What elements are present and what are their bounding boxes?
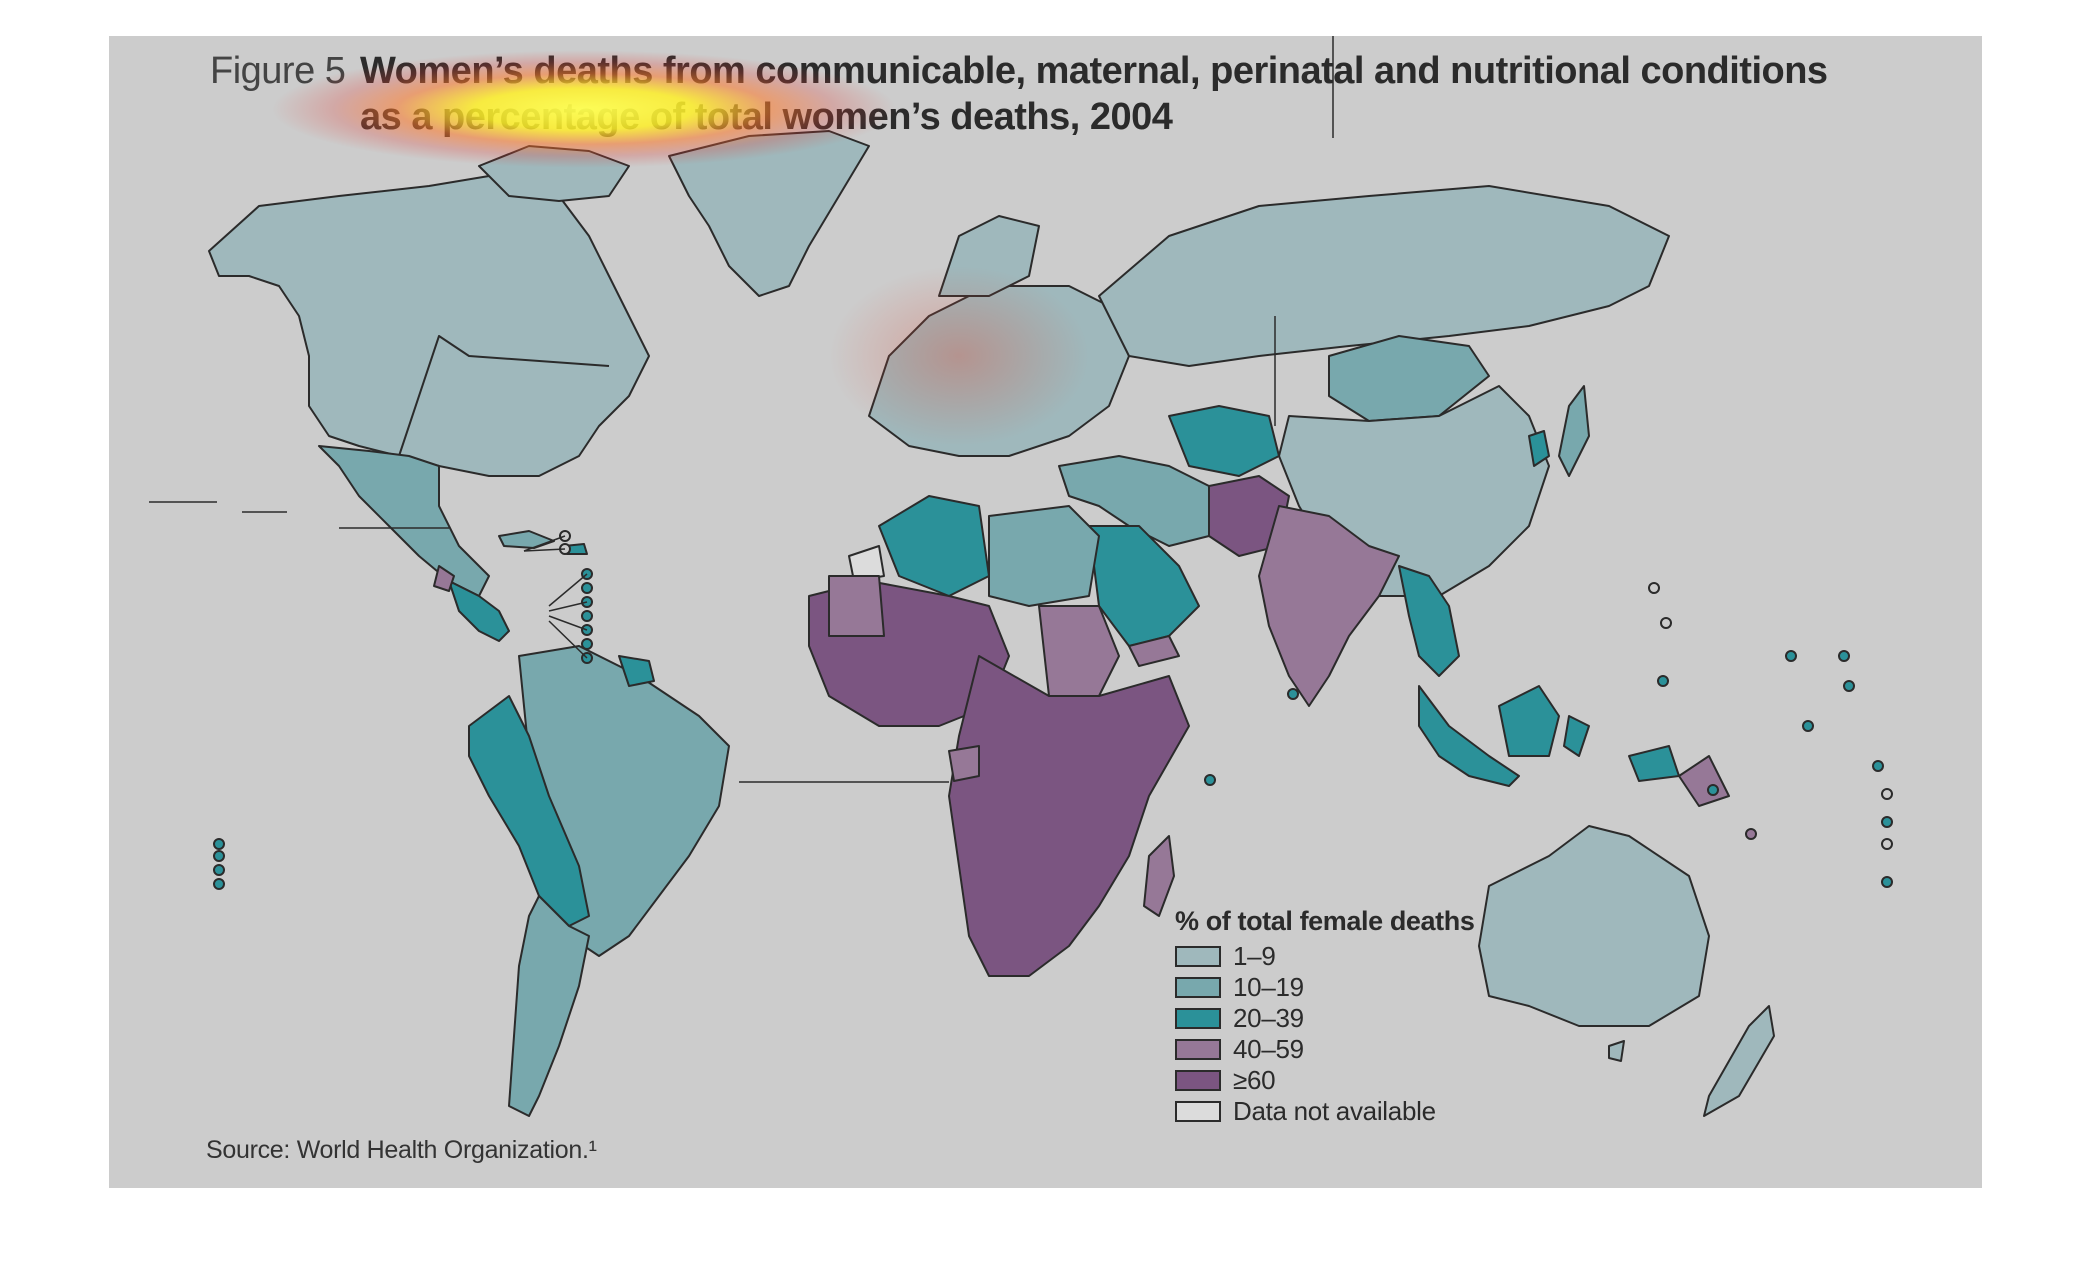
region-southeast-asia — [1398, 565, 1460, 677]
region-southern-cone — [508, 895, 590, 1117]
region-tasmania — [1608, 1040, 1625, 1062]
region-pacific-island — [1707, 784, 1719, 796]
region-indonesia — [1418, 685, 1520, 787]
figure-title-line-1: Women’s deaths from communicable, matern… — [360, 50, 1828, 92]
region-pacific-island — [1660, 617, 1672, 629]
region-pacific-island — [1881, 876, 1893, 888]
map-legend: % of total female deaths 1–9 10–19 20–39… — [1175, 906, 1475, 1127]
region-mauritania — [828, 575, 885, 637]
region-pacific-island — [1657, 675, 1669, 687]
region-sulawesi — [1563, 715, 1590, 757]
region-algeria — [878, 495, 990, 597]
region-libya-egypt — [988, 505, 1100, 607]
legend-label: ≥60 — [1233, 1065, 1276, 1095]
legend-item: 20–39 — [1175, 1003, 1474, 1034]
region-india — [1258, 505, 1400, 707]
legend-swatch — [1175, 1070, 1221, 1091]
region-yemen — [1128, 635, 1180, 667]
region-greenland — [668, 130, 870, 297]
source-note: Source: World Health Organization.¹ — [206, 1136, 597, 1164]
region-indian-ocean-island — [1287, 688, 1299, 700]
legend-item: 10–19 — [1175, 972, 1474, 1003]
legend-label: 20–39 — [1233, 1003, 1304, 1033]
legend-label: 40–59 — [1233, 1034, 1304, 1064]
legend-swatch — [1175, 946, 1221, 967]
region-madagascar — [1143, 835, 1175, 917]
region-australia — [1478, 825, 1710, 1027]
callout-line — [548, 601, 588, 612]
region-mexico — [318, 445, 490, 597]
region-pacific-island — [1843, 680, 1855, 692]
region-saudi-arabia — [1088, 525, 1200, 647]
callout-line — [548, 620, 588, 659]
legend-swatch — [1175, 1101, 1221, 1122]
legend-label: 1–9 — [1233, 941, 1276, 971]
region-new-zealand — [1703, 1005, 1775, 1117]
legend-swatch — [1175, 1008, 1221, 1029]
legend-item: 40–59 — [1175, 1034, 1474, 1065]
region-pacific-island — [1802, 720, 1814, 732]
region-papua-new-guinea — [1678, 755, 1730, 807]
legend-title: % of total female deaths — [1175, 906, 1475, 936]
legend-item: ≥60 — [1175, 1065, 1474, 1096]
region-mongolia — [1328, 335, 1490, 422]
figure-panel: Figure 5 Women’s deaths from communicabl… — [109, 36, 1982, 1188]
callout-line — [548, 573, 588, 607]
legend-swatch — [1175, 977, 1221, 998]
region-andean — [468, 695, 590, 927]
region-indonesia-east — [1628, 745, 1680, 782]
region-central-asia — [1168, 405, 1280, 477]
region-atlantic-island — [1204, 774, 1216, 786]
region-pacific-island — [1838, 650, 1850, 662]
region-pacific-island — [1872, 760, 1884, 772]
legend-item: Data not available — [1175, 1096, 1474, 1127]
region-pacific-island — [213, 878, 225, 890]
region-pacific-island — [1881, 838, 1893, 850]
region-pacific-island — [1745, 828, 1757, 840]
region-borneo — [1498, 685, 1560, 757]
region-western-sahara — [848, 545, 885, 582]
region-guyanas — [618, 655, 655, 687]
callout-line — [523, 535, 566, 552]
legend-label: 10–19 — [1233, 972, 1304, 1002]
region-caribbean-island — [581, 610, 593, 622]
region-alaska-boundary — [398, 335, 610, 457]
region-pacific-island — [1881, 788, 1893, 800]
region-scandinavia — [938, 215, 1040, 297]
region-japan — [1558, 385, 1590, 477]
region-sudan — [1038, 605, 1120, 697]
region-turkey-iran — [1058, 455, 1210, 547]
region-north-america — [208, 175, 650, 477]
figure-title-line-2: as a percentage of total women’s deaths,… — [360, 96, 1173, 138]
region-europe — [868, 285, 1130, 457]
region-pacific-island — [1648, 582, 1660, 594]
figure-label: Figure 5 — [210, 50, 346, 92]
region-caribbean-island — [581, 582, 593, 594]
region-pacific-island — [1881, 816, 1893, 828]
region-caribbean — [498, 530, 555, 549]
region-russia — [1098, 185, 1670, 367]
region-central-america — [448, 580, 510, 642]
callout-line — [548, 615, 588, 631]
world-map — [149, 36, 1893, 1117]
region-pacific-island — [213, 850, 225, 862]
legend-item: 1–9 — [1175, 941, 1474, 972]
region-pacific-island — [213, 838, 225, 850]
region-pacific-island — [1785, 650, 1797, 662]
region-central-east-africa — [948, 655, 1190, 977]
region-guatemala — [433, 565, 455, 592]
region-gabon — [948, 745, 980, 782]
region-pacific-island — [213, 864, 225, 876]
region-caribbean-island — [581, 638, 593, 650]
legend-swatch — [1175, 1039, 1221, 1060]
region-korea — [1528, 430, 1550, 467]
callout-line — [523, 548, 566, 552]
legend-label: Data not available — [1233, 1096, 1436, 1126]
